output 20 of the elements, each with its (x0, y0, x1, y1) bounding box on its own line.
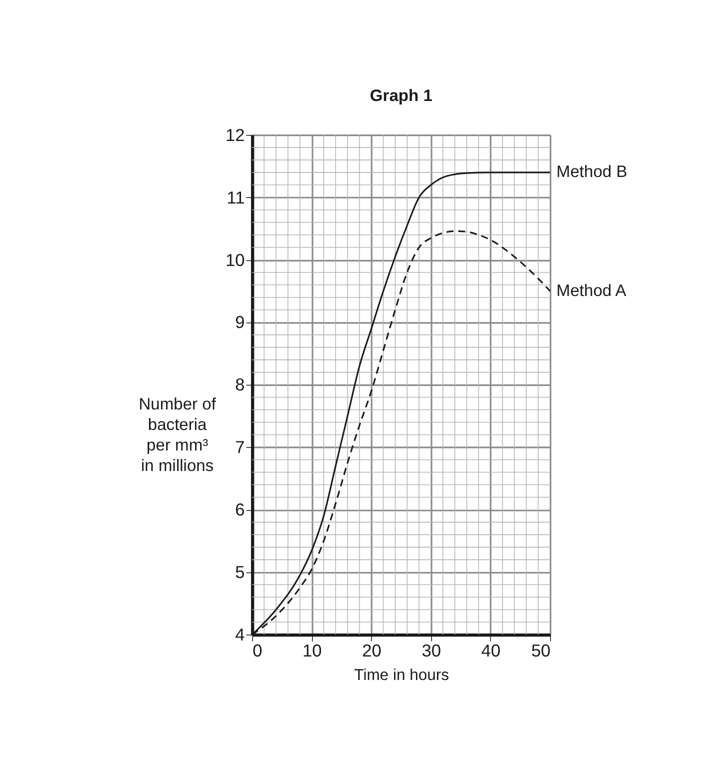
x-tick-label: 50 (531, 640, 551, 660)
y-tick-label: 12 (225, 124, 245, 145)
x-tick-label: 10 (302, 640, 322, 660)
y-tick-label: 11 (226, 187, 245, 208)
y-tick-label: 10 (225, 250, 245, 270)
x-tick-label: 0 (252, 640, 262, 660)
x-tick-label: 20 (362, 640, 382, 660)
y-tick-label: 5 (235, 562, 245, 582)
y-tick-label: 9 (235, 312, 245, 332)
y-axis-title: Number of bacteria per mm³ in millions (138, 394, 216, 475)
series-label: Method B (556, 162, 628, 182)
chart-title: Graph 1 (370, 86, 432, 106)
y-tick-label: 4 (235, 624, 246, 645)
x-tick-label: 30 (422, 640, 441, 660)
x-tick-label: 40 (481, 640, 501, 660)
x-axis-title: Time in hours (354, 666, 450, 684)
y-tick-label: 7 (235, 437, 245, 458)
series-label: Method A (556, 280, 626, 300)
y-tick-label: 8 (235, 374, 245, 395)
y-tick-label: 6 (235, 500, 245, 520)
